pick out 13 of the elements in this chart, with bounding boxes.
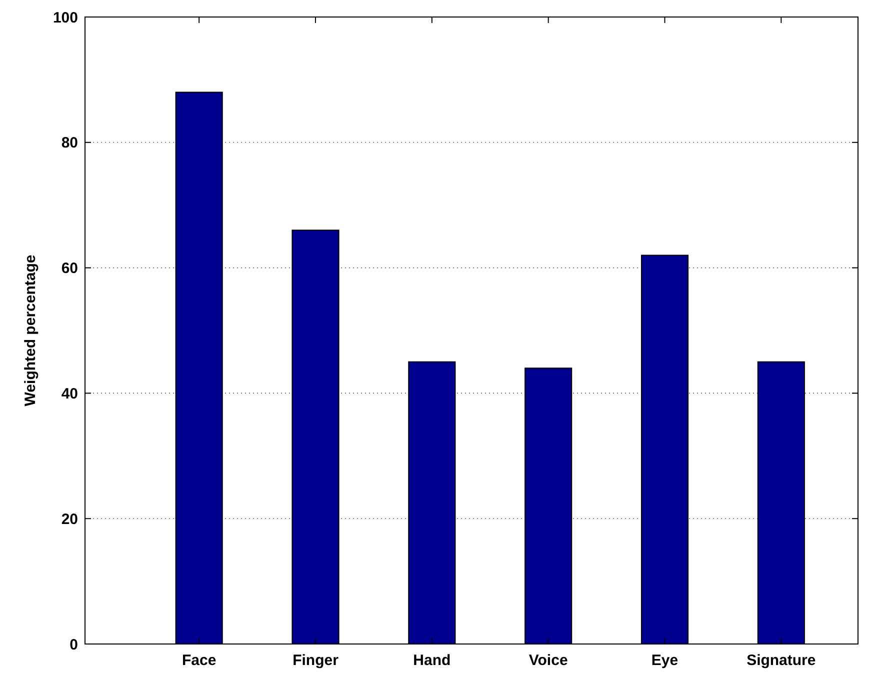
x-tick-label: Face <box>182 652 216 669</box>
y-tick-label: 60 <box>61 260 78 278</box>
y-tick-label: 0 <box>70 636 78 654</box>
x-tick-label: Eye <box>651 652 678 669</box>
y-tick-label: 100 <box>52 9 78 26</box>
x-tick-label: Voice <box>528 652 568 669</box>
y-tick-label: 40 <box>61 385 78 402</box>
y-axis-title: Weighted percentage <box>22 254 39 406</box>
x-tick-label: Finger <box>292 652 339 669</box>
x-tick-label: Signature <box>746 652 816 669</box>
y-tick-label: 20 <box>61 510 78 528</box>
y-tick-label: 80 <box>61 134 78 152</box>
x-tick-label: Hand <box>413 652 451 669</box>
